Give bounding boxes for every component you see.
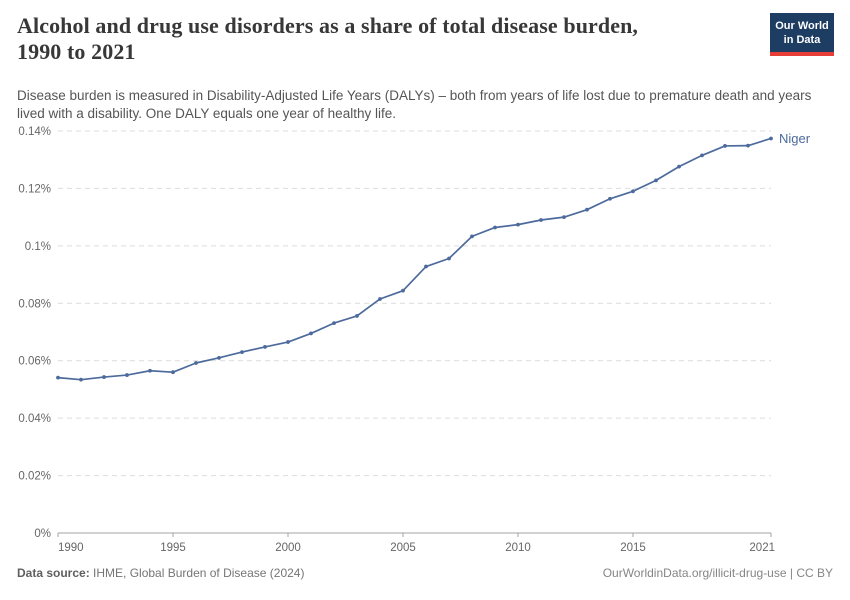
data-point[interactable] (746, 143, 750, 148)
data-point[interactable] (585, 207, 589, 212)
y-tick-label: 0.06% (18, 356, 51, 368)
data-point[interactable] (148, 368, 152, 373)
owid-logo-line2: in Data (783, 34, 821, 47)
data-point[interactable] (562, 215, 566, 220)
data-point[interactable] (654, 178, 658, 183)
data-point[interactable] (263, 345, 267, 349)
x-tick-label: 2000 (275, 542, 301, 554)
series-end-label[interactable]: Niger (779, 131, 811, 146)
data-source-text: IHME, Global Burden of Disease (2024) (89, 566, 305, 580)
data-point[interactable] (700, 153, 704, 158)
data-point[interactable] (723, 144, 727, 148)
data-point[interactable] (240, 350, 244, 354)
data-point[interactable] (677, 164, 681, 169)
data-point[interactable] (79, 377, 83, 382)
license-credit-link[interactable]: OurWorldinData.org/illicit-drug-use | CC… (602, 566, 833, 580)
data-point[interactable] (447, 256, 451, 261)
x-tick-label: 2015 (620, 542, 646, 554)
data-point[interactable] (125, 373, 129, 377)
data-point[interactable] (631, 189, 635, 194)
data-point[interactable] (102, 375, 106, 379)
data-point[interactable] (56, 375, 60, 380)
data-point[interactable] (171, 370, 175, 375)
chart-header: Alcohol and drug use disorders as a shar… (17, 13, 834, 66)
x-tick-label: 2010 (505, 542, 531, 554)
chart-area: 0% 0.02% 0.04% 0.06% 0.08% 0.1% 0.12% 0.14% 1990… (0, 116, 850, 566)
owid-logo[interactable]: Our World in Data (770, 13, 834, 56)
y-tick-label: 0.12% (18, 183, 51, 195)
data-point[interactable] (608, 196, 612, 201)
data-point[interactable] (470, 234, 474, 239)
chart-subtitle: Disease burden is measured in Disability… (17, 87, 812, 121)
owid-logo-line1: Our World (775, 20, 829, 32)
data-point[interactable] (217, 355, 221, 360)
y-tick-label: 0% (34, 528, 51, 540)
data-point[interactable] (493, 225, 497, 230)
y-tick-label: 0.04% (18, 413, 51, 425)
data-point[interactable] (194, 361, 198, 365)
x-tick-label: 1990 (58, 542, 84, 554)
data-point[interactable] (539, 218, 543, 222)
data-point[interactable] (286, 340, 290, 344)
data-point[interactable] (355, 314, 359, 318)
y-tick-label: 0.1% (25, 241, 51, 253)
x-tick-label: 2005 (390, 542, 416, 554)
y-tick-label: 0.14% (18, 126, 51, 138)
x-tick-label: 1995 (160, 542, 186, 554)
data-point[interactable] (401, 288, 405, 293)
data-line-niger[interactable] (57, 137, 772, 381)
data-point[interactable] (769, 136, 773, 141)
data-point[interactable] (424, 264, 428, 269)
y-tick-label: 0.08% (18, 298, 51, 310)
chart-title: Alcohol and drug use disorders as a shar… (17, 13, 638, 66)
chart-title-line1: Alcohol and drug use disorders as a shar… (17, 13, 639, 38)
chart-title-line2: 1990 to 2021 (17, 39, 136, 65)
line-chart: 0% 0.02% 0.04% 0.06% 0.08% 0.1% 0.12% 0.14% 1990… (18, 126, 811, 554)
data-source-note: Data source: IHME, Global Burden of Dise… (17, 566, 304, 582)
data-point[interactable] (516, 222, 520, 227)
data-source-label: Data source: (17, 566, 90, 580)
data-point[interactable] (378, 297, 382, 301)
chart-footer: Data source: IHME, Global Burden of Dise… (17, 566, 833, 582)
data-point[interactable] (309, 331, 313, 336)
y-tick-label: 0.02% (18, 471, 51, 483)
x-tick-label: 2021 (749, 542, 775, 554)
data-point[interactable] (332, 321, 336, 325)
